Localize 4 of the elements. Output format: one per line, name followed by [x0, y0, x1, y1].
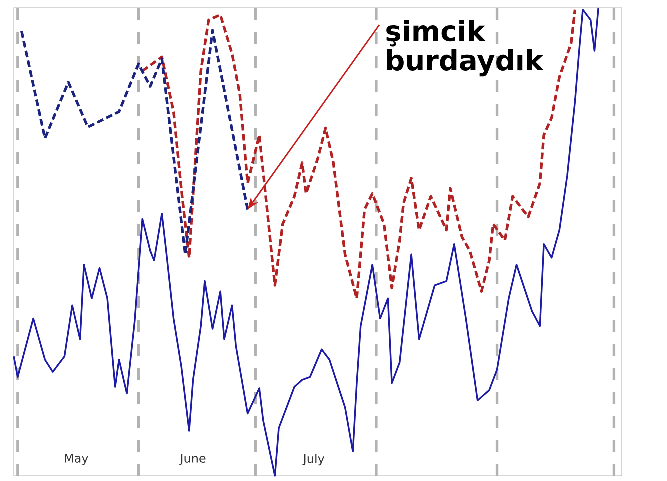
- x-tick-label: June: [180, 454, 206, 466]
- x-tick-label: July: [302, 454, 325, 466]
- x-tick-label: May: [65, 454, 88, 466]
- annotation: şimcik burdaydık: [386, 20, 544, 77]
